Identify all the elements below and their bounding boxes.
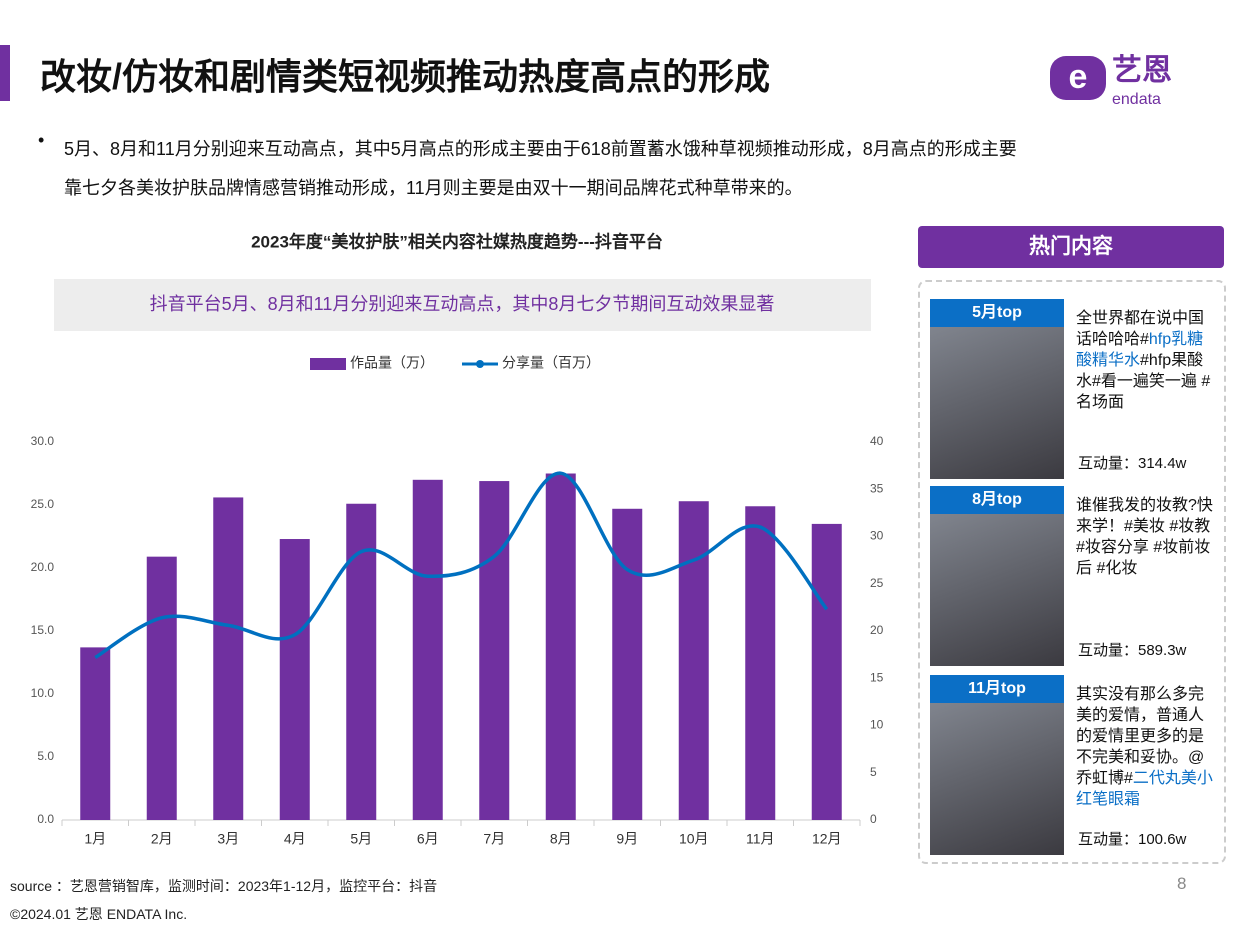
x-tick-label: 3月 xyxy=(217,831,239,847)
logo-mark xyxy=(1050,56,1106,100)
x-tick-label: 8月 xyxy=(550,831,572,847)
card-text: 其实没有那么多完美的爱情，普通人的爱情里更多的是不完美和妥协。@乔虹博#二代丸美… xyxy=(1076,684,1214,810)
card-metric: 互动量：589.3w xyxy=(1078,642,1187,659)
bullet-dot: • xyxy=(38,130,45,150)
y-tick-label: 25.0 xyxy=(31,497,55,511)
hot-title: 热门内容 xyxy=(918,226,1224,268)
y2-tick-label: 40 xyxy=(870,434,884,448)
legend-swatch xyxy=(310,358,346,370)
y2-tick-label: 15 xyxy=(870,670,884,684)
y-tick-label: 10.0 xyxy=(31,686,55,700)
x-tick-label: 10月 xyxy=(679,831,709,847)
chart-title: 2023年度“美妆护肤”相关内容社媒热度趋势---抖音平台 xyxy=(251,231,663,251)
card-text-part: 其实没有那么多完美的爱情，普通人的爱情里更多的是不完美和妥协。@乔虹博# xyxy=(1076,686,1205,787)
card-tag: 11月top xyxy=(930,675,1064,703)
x-tick-label: 1月 xyxy=(84,831,106,847)
page-title: 改妆/仿妆和剧情类短视频推动热度高点的形成 xyxy=(40,56,771,97)
page-number: 8 xyxy=(1177,874,1187,893)
bar xyxy=(213,497,244,820)
card-text: 全世界都在说中国话哈哈哈#hfp乳糖酸精华水#hfp果酸水#看一遍笑一遍 #名场… xyxy=(1076,308,1214,413)
y2-tick-label: 0 xyxy=(870,812,877,826)
card-image xyxy=(930,299,1064,479)
bar xyxy=(412,479,443,820)
chart-subtitle: 抖音平台5月、8月和11月分别迎来互动高点，其中8月七夕节期间互动效果显著 xyxy=(150,294,775,314)
y-tick-label: 0.0 xyxy=(37,812,54,826)
logo-e: e xyxy=(1069,58,1088,96)
legend-label: 分享量（百万） xyxy=(502,355,600,371)
y2-tick-label: 10 xyxy=(870,718,884,732)
card-link: hfp乳糖酸精华水 xyxy=(1076,331,1204,369)
bar xyxy=(80,647,111,820)
subtitle-box xyxy=(54,279,871,331)
y2-tick-label: 5 xyxy=(870,765,877,779)
x-tick-label: 2月 xyxy=(151,831,173,847)
bullet-line: 5月、8月和11月分别迎来互动高点，其中5月高点的形成主要由于618前置蓄水饿种… xyxy=(64,139,1017,159)
card-tag: 8月top xyxy=(930,486,1064,514)
bar xyxy=(745,506,776,820)
y-tick-label: 30.0 xyxy=(31,434,55,448)
legend-marker xyxy=(476,360,484,368)
bar xyxy=(346,503,377,820)
card-text-part: 全世界都在说中国话哈哈哈# xyxy=(1076,310,1205,348)
bar xyxy=(811,523,842,820)
x-tick-label: 5月 xyxy=(350,831,372,847)
logo: e 艺恩 endata xyxy=(1050,54,1172,108)
x-tick-label: 12月 xyxy=(812,831,842,847)
title-bar xyxy=(0,45,10,101)
line xyxy=(94,471,829,659)
y-tick-label: 15.0 xyxy=(31,623,55,637)
x-tick-label: 7月 xyxy=(483,831,505,847)
chart: 2023年度“美妆护肤”相关内容社媒热度趋势---抖音平台 抖音平台5月、8月和… xyxy=(31,231,884,847)
bullet-line: 靠七夕各美妆护肤品牌情感营销推动形成，11月则主要是由双十一期间品牌花式种草带来… xyxy=(64,178,803,198)
y-tick-label: 5.0 xyxy=(37,749,54,763)
card-link: 二代丸美小红笔眼霜 xyxy=(1076,770,1213,808)
x-tick-label: 11月 xyxy=(746,831,775,847)
card-metric: 互动量：314.4w xyxy=(1078,455,1187,472)
logo-en: endata xyxy=(1112,91,1161,108)
y2-tick-label: 35 xyxy=(870,481,884,495)
logo-cn: 艺恩 xyxy=(1112,54,1172,87)
card-metric: 互动量：100.6w xyxy=(1078,831,1187,848)
x-tick-label: 4月 xyxy=(284,831,306,847)
bar xyxy=(279,539,310,820)
card-tag: 5月top xyxy=(930,299,1064,327)
card-text-part: 谁催我发的妆教?快来学！#美妆 #妆教 #妆容分享 #妆前妆后 #化妆 xyxy=(1076,497,1213,577)
y2-tick-label: 25 xyxy=(870,576,884,590)
card-image xyxy=(930,486,1064,666)
card-image xyxy=(930,675,1064,855)
legend-label: 作品量（万） xyxy=(350,355,434,371)
hot-panel: 5月top 全世界都在说中国话哈哈哈#hfp乳糖酸精华水#hfp果酸水#看一遍笑一… xyxy=(918,280,1226,864)
y2-tick-label: 30 xyxy=(870,529,884,543)
copyright: ©2024.01 艺恩 ENDATA Inc. xyxy=(10,906,188,922)
bar xyxy=(479,481,510,820)
y-tick-label: 20.0 xyxy=(31,560,55,574)
bar xyxy=(545,473,576,820)
bullet-text: 5月、8月和11月分别迎来互动高点，其中5月高点的形成主要由于618前置蓄水饿种… xyxy=(64,130,1017,208)
card-text: 谁催我发的妆教?快来学！#美妆 #妆教 #妆容分享 #妆前妆后 #化妆 xyxy=(1076,495,1214,579)
x-tick-label: 6月 xyxy=(417,831,439,847)
y2-tick-label: 20 xyxy=(870,623,884,637)
card-text-part: #hfp果酸水#看一遍笑一遍 #名场面 xyxy=(1076,352,1211,411)
x-tick-label: 9月 xyxy=(616,831,638,847)
bar xyxy=(146,556,177,820)
source: source ：艺恩营销智库，监测时间：2023年1-12月，监控平台：抖音 xyxy=(10,878,438,894)
bar xyxy=(678,501,709,820)
